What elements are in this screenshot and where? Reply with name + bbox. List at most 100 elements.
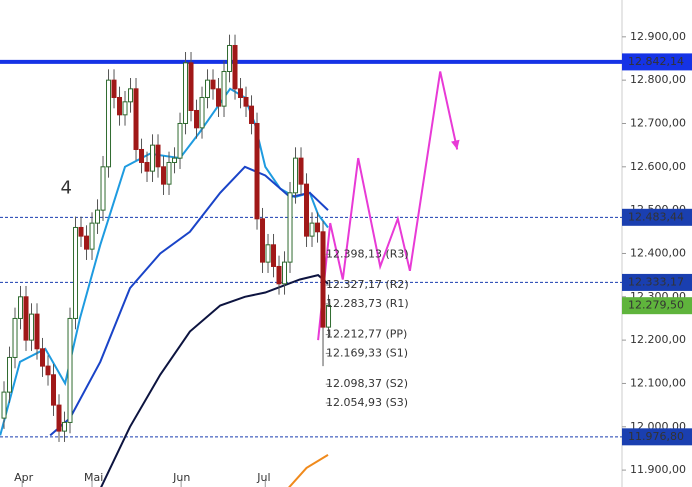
pivot-label: 12.283,73 (R1)	[326, 297, 409, 310]
candle-body	[227, 44, 233, 72]
x-tick-label: Jun	[172, 471, 190, 484]
y-tick-label: 12.800,00	[630, 73, 686, 86]
candle-body	[309, 222, 315, 237]
arrow-head	[451, 139, 460, 150]
line-series	[0, 87, 329, 436]
candle-body	[221, 70, 227, 107]
candle-body	[249, 105, 255, 124]
candle-body	[155, 144, 161, 168]
candle-body	[23, 296, 29, 341]
candle-body	[199, 96, 205, 129]
pivot-label: 12.169,33 (S1)	[326, 346, 408, 359]
y-tick-label: 12.600,00	[630, 160, 686, 173]
candle-body	[89, 222, 95, 250]
candle-body	[45, 365, 51, 376]
candle-body	[133, 88, 139, 150]
pivot-label: 12.327,17 (R2)	[326, 278, 409, 291]
level-label: 12.333,17	[628, 275, 684, 288]
candle-body	[51, 374, 57, 406]
candle-body	[326, 304, 332, 328]
axis: 12.900,0012.800,0012.700,0012.600,0012.5…	[14, 30, 692, 484]
x-tick-label: Jul	[256, 471, 270, 484]
level-tag	[622, 273, 692, 291]
candle-body	[320, 231, 326, 328]
y-tick-label: 12.400,00	[630, 246, 686, 259]
candle-body	[287, 192, 293, 263]
annotation: 4	[60, 177, 71, 198]
candle-body	[260, 218, 266, 263]
line-series	[288, 454, 329, 487]
line-series	[100, 274, 329, 487]
candle-body	[276, 265, 282, 285]
candle-body	[62, 421, 68, 432]
y-tick-label: 12.900,00	[630, 30, 686, 43]
candle-body	[29, 313, 35, 341]
line-series	[49, 165, 329, 437]
level-tag	[622, 208, 692, 226]
level-tag	[622, 297, 692, 315]
candle-body	[183, 62, 189, 124]
candle-body	[188, 62, 194, 111]
candle-body	[7, 356, 13, 393]
y-tick-label: 12.200,00	[630, 333, 686, 346]
candle-body	[243, 96, 249, 107]
candle-body	[166, 161, 172, 185]
candle-body	[232, 44, 238, 90]
candle-body	[271, 244, 277, 267]
pivot-label: 12.212,77 (PP)	[326, 328, 407, 341]
candle-body	[95, 209, 101, 224]
candle-body	[18, 296, 24, 319]
level-label: 12.279,50	[628, 299, 684, 312]
candle-body	[139, 148, 145, 163]
candle-body	[216, 88, 222, 107]
candle-body	[254, 122, 260, 220]
candle-body	[73, 226, 79, 319]
candle-body	[315, 222, 321, 233]
pivot-label: 12.098,37 (S2)	[326, 377, 408, 390]
plot-area: 12.398,13 (R3) 12.327,17 (R2) 12.283,73 (R…	[0, 34, 622, 487]
x-tick-label: Apr	[14, 471, 34, 484]
candle-body	[304, 183, 310, 237]
candle-body	[205, 79, 211, 98]
pivot-label: 12.054,93 (S3)	[326, 396, 408, 409]
candle-body	[265, 244, 271, 263]
y-tick-label: 11.900,00	[630, 463, 686, 476]
candle-body	[144, 161, 150, 172]
line-series	[317, 71, 459, 341]
candle-body	[210, 79, 216, 90]
y-tick-label: 12.700,00	[630, 116, 686, 129]
level-label: 12.842,14	[628, 55, 684, 68]
candle-body	[194, 109, 200, 129]
candle-body	[100, 166, 106, 211]
candle-body	[78, 226, 84, 237]
level-label: 12.483,44	[628, 210, 684, 223]
candle-body	[122, 101, 128, 116]
candle-body	[84, 235, 90, 250]
candle-body	[56, 404, 62, 432]
candle-body	[1, 391, 7, 419]
candle-body	[177, 122, 183, 159]
candle-body	[172, 157, 178, 163]
y-tick-label: 12.100,00	[630, 376, 686, 389]
candle-body	[106, 79, 112, 168]
candle-body	[161, 166, 167, 185]
candle-body	[34, 313, 40, 350]
level-tag	[622, 53, 692, 71]
candle-body	[150, 144, 156, 172]
x-tick-label: Mai	[84, 471, 103, 484]
candle-body	[12, 317, 18, 358]
candle-body	[282, 261, 288, 285]
candle-body	[40, 348, 46, 367]
pivot-label: 12.398,13 (R3)	[326, 247, 409, 260]
candle-body	[111, 79, 117, 98]
level-label: 11.976,80	[628, 430, 684, 443]
level-tag	[622, 428, 692, 446]
candle-body	[128, 88, 134, 103]
candle-body	[293, 157, 299, 194]
candle-body	[238, 88, 244, 98]
candle-body	[298, 157, 304, 185]
candle-body	[67, 317, 73, 423]
candle-body	[117, 96, 123, 116]
